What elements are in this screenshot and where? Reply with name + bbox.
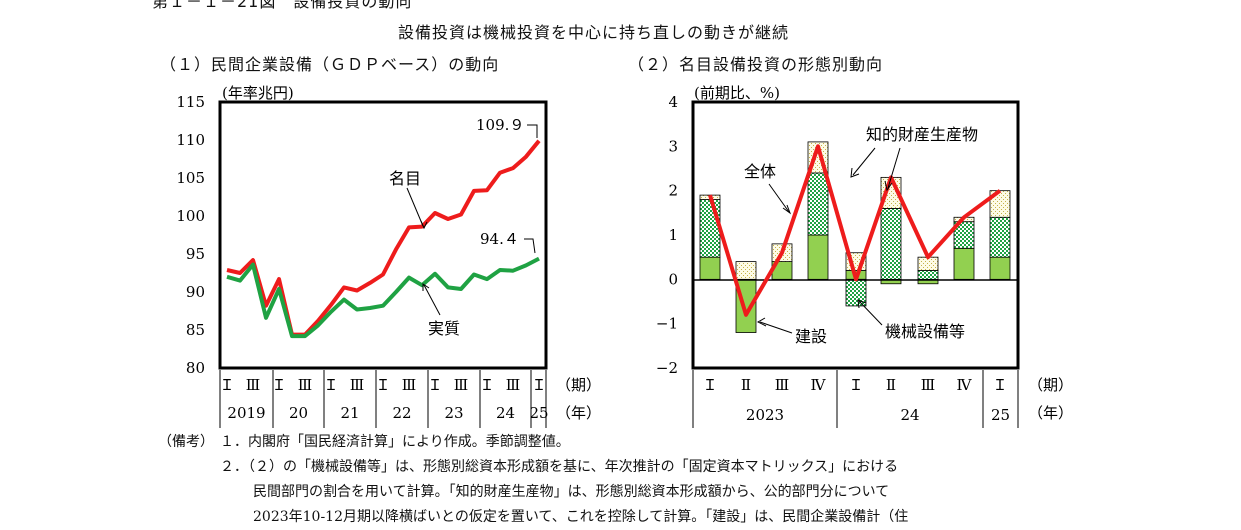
chart1-y-tick: 85: [186, 321, 205, 339]
chart1-quarter-label: Ⅲ: [402, 376, 416, 394]
chart1-y-tick: 90: [186, 283, 205, 301]
nominal-leader-line: [406, 187, 424, 227]
chart1-frame: [218, 100, 548, 370]
bar-construction: [953, 247, 975, 280]
chart1-title: （１）民間企業設備（ＧＤＰベース）の動向: [160, 55, 500, 74]
chart1-quarter-label: Ⅲ: [506, 376, 520, 394]
bar-intellectual-property: [989, 190, 1011, 218]
chart2-quarter-label: Ｉ: [992, 376, 1007, 394]
chart1-quarter-label: Ⅲ: [454, 376, 468, 394]
notes-line-3: 民間部門の割合を用いて計算。「知的財産生産物」は、形態別総資本形成額から、公的部…: [253, 484, 890, 500]
bar-construction: [699, 256, 721, 280]
end-label-nominal: 109.９: [476, 116, 524, 134]
chart1-quarter-label: Ⅲ: [246, 376, 260, 394]
bar-machinery: [699, 199, 721, 258]
chart1-year-tick: 22: [392, 404, 411, 422]
chart2-title: （２）名目設備投資の形態別動向: [628, 55, 884, 74]
label-total: 全体: [744, 162, 776, 181]
chart1-quarter-label: Ｉ: [531, 376, 546, 394]
chart2-y-tick: 4: [668, 93, 678, 111]
chart1-year-tick: 24: [496, 404, 515, 422]
chart1-quarter-label: Ｉ: [323, 376, 338, 394]
chart1-year-tick: 25: [529, 404, 548, 422]
chart2-quarter-label: Ⅱ: [886, 376, 896, 394]
chart2-y-tick: 0: [668, 270, 678, 288]
chart2-quarter-label: Ⅱ: [741, 376, 751, 394]
chart1-quarter-label: Ⅲ: [298, 376, 312, 394]
chart1-quarter-label: Ｉ: [375, 376, 390, 394]
bar-machinery: [917, 270, 939, 280]
nominal-line: [226, 139, 541, 337]
bar-intellectual-property: [735, 261, 757, 280]
notes-line-4: 2023年10-12月期以降横ばいとの仮定を置いて、これを控除して計算。「建設」…: [253, 509, 909, 525]
bar-machinery: [989, 216, 1011, 258]
bar-construction: [989, 256, 1011, 280]
notes-label: （備考）: [158, 434, 214, 450]
chart2-svg: (前期比、%) 4 3 2 1 0 −1 −2 Ｉ Ⅱ Ⅲ Ⅳ Ｉ Ⅱ Ⅲ Ⅳ Ｉ 2023 24 25 全体 知…: [656, 84, 1073, 428]
label-intellectual-property: 知的財産生産物: [866, 125, 978, 144]
label-machinery: 機械設備等: [885, 322, 965, 341]
real-leader-line: [423, 284, 441, 316]
chart2-year-tick: 25: [991, 406, 1010, 424]
chart1-year-tick: 2019: [227, 404, 265, 422]
chart1-quarter-label: Ｉ: [427, 376, 442, 394]
chart1-y-tick: 110: [176, 131, 205, 149]
chart2-y-tick: 2: [668, 182, 678, 200]
chart2-year-label: （年）: [1028, 404, 1073, 422]
chart1-quarter-label: Ｉ: [271, 376, 286, 394]
label-construction: 建設: [795, 327, 827, 346]
chart1-quarter-label: Ｉ: [219, 376, 234, 394]
chart1-year-tick: 20: [289, 404, 308, 422]
chart1-year-label: （年）: [556, 404, 601, 422]
chart1-unit-label: (年率兆円): [222, 84, 294, 102]
chart1-y-tick: 105: [176, 169, 205, 187]
chart2-quarter-label: Ⅲ: [775, 376, 789, 394]
figure-headline: 設備投資は機械投資を中心に持ち直しの動きが継続: [398, 23, 790, 42]
chart1-period-label: （期）: [556, 376, 601, 394]
chart2-period-label: （期）: [1028, 376, 1073, 394]
chart2-y-tick: 1: [668, 226, 678, 244]
chart1-year-tick: 23: [444, 404, 463, 422]
bar-machinery: [880, 207, 902, 280]
end-label-real: 94.４: [480, 230, 519, 248]
chart2-y-tick: −2: [656, 359, 678, 377]
series-label-real: 実質: [428, 319, 460, 338]
chart2-y-tick: 3: [668, 137, 678, 155]
chart1-y-tick: 115: [176, 93, 205, 111]
notes-line-2: ２．（２）の「機械設備等」は、形態別総資本形成額を基に、年次推計の「固定資本マト…: [220, 459, 899, 475]
bar-machinery: [807, 172, 829, 236]
chart1-y-tick: 95: [186, 245, 205, 263]
chart2-year-tick: 24: [900, 406, 919, 424]
bar-construction: [807, 234, 829, 280]
total-line: [708, 144, 1002, 317]
chart1-year-tick: 21: [340, 404, 359, 422]
chart2-quarter-label: Ⅳ: [957, 376, 973, 394]
chart1-quarter-label: Ⅲ: [350, 376, 364, 394]
figure-title: 第１－１－21図 設備投資の動向: [152, 0, 413, 11]
chart2-quarter-label: Ⅳ: [811, 376, 827, 394]
real-line: [226, 256, 540, 339]
chart2-y-tick: −1: [656, 315, 678, 333]
chart2-unit-label: (前期比、%): [694, 84, 780, 102]
chart2-year-tick: 2023: [746, 406, 784, 424]
series-label-nominal: 名目: [389, 169, 421, 188]
chart2-quarter-label: Ｉ: [848, 376, 863, 394]
chart2-frame: [691, 100, 1020, 370]
notes-line-1: １．内閣府「国民経済計算」により作成。季節調整値。: [220, 434, 570, 450]
chart1-y-tick: 80: [186, 359, 205, 377]
chart1-y-tick: 100: [176, 207, 205, 225]
chart2-quarter-label: Ｉ: [702, 376, 717, 394]
chart2-quarter-label: Ⅲ: [921, 376, 935, 394]
chart1-quarter-label: Ｉ: [479, 376, 494, 394]
